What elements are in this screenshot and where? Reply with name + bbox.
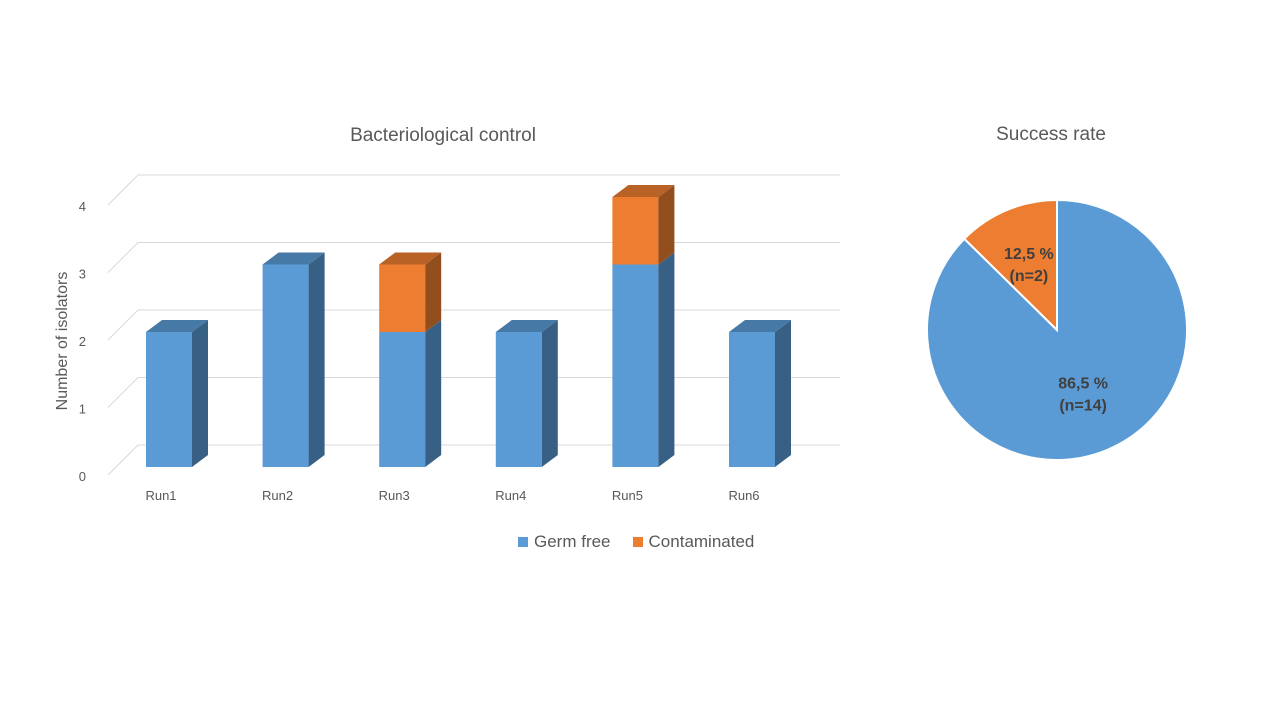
y-tick-label-3: 3 [79, 267, 86, 282]
legend-label-contaminated: Contaminated [648, 532, 755, 551]
legend-swatch-contaminated [632, 537, 643, 547]
bar-run3-contaminated [379, 264, 426, 332]
gridline-2 [107, 309, 840, 341]
legend-label-germ-free: Germ free [534, 532, 611, 551]
legend-item-germ-free: Germ free [518, 532, 611, 552]
bar-run5-germ-free [612, 264, 659, 467]
pie-label-count-0: (n=14) [1059, 397, 1107, 414]
bar-side-run4-germ-free [541, 320, 558, 467]
bar-side-run6-germ-free [775, 320, 791, 467]
bar-top-run1 [146, 320, 208, 332]
gridline-1 [107, 377, 840, 408]
legend-item-contaminated: Contaminated [632, 532, 755, 552]
pie-slice-0 [926, 198, 1188, 461]
y-tick-label-1: 1 [79, 402, 86, 417]
bar-chart-legend: Germ free Contaminated [518, 532, 754, 552]
bar-top-run5 [612, 185, 675, 197]
y-tick-label-2: 2 [79, 334, 86, 349]
y-axis-label: Number of isolators [54, 272, 71, 411]
bar-side-run3-contaminated [425, 252, 442, 332]
y-tick-label-4: 4 [79, 199, 86, 214]
y-tick-label-0: 0 [79, 469, 86, 484]
x-tick-label-run3: Run3 [379, 488, 410, 503]
bar-run1-germ-free [146, 332, 192, 467]
x-tick-label-run4: Run4 [495, 488, 526, 503]
bar-run3-germ-free [379, 332, 426, 467]
pie-slice-1 [962, 198, 1058, 333]
gridline-0 [107, 444, 840, 476]
x-tick-label-run1: Run1 [145, 488, 176, 503]
x-tick-label-run5: Run5 [612, 488, 643, 503]
bar-run5-contaminated [612, 197, 659, 265]
gridline-4 [107, 174, 840, 206]
pie-label-percent-1: 12,5 % [1004, 246, 1054, 263]
bar-top-run2 [262, 252, 325, 265]
bar-top-run4 [495, 320, 558, 332]
x-tick-label-run2: Run2 [262, 488, 293, 503]
pie-label-count-1: (n=2) [1010, 268, 1049, 285]
pie-label-percent-0: 86,5 % [1058, 375, 1108, 392]
bar-run4-germ-free [495, 332, 542, 467]
bar-side-run2-germ-free [308, 252, 325, 467]
x-tick-label-run6: Run6 [728, 488, 759, 503]
bar-side-run3-germ-free [425, 320, 442, 467]
bar-top-run6 [729, 320, 791, 332]
gridline-3 [107, 242, 840, 273]
bar-side-run5-contaminated [658, 185, 675, 265]
bar-run2-germ-free [262, 264, 309, 467]
pie-chart-title: Success rate [996, 124, 1106, 145]
legend-swatch-germ-free [518, 537, 528, 547]
bar-side-run5-germ-free [658, 252, 675, 467]
bar-chart-title: Bacteriological control [350, 125, 536, 146]
bar-run6-germ-free [729, 332, 775, 467]
bar-side-run1-germ-free [192, 320, 208, 467]
bar-top-run3 [379, 252, 442, 265]
